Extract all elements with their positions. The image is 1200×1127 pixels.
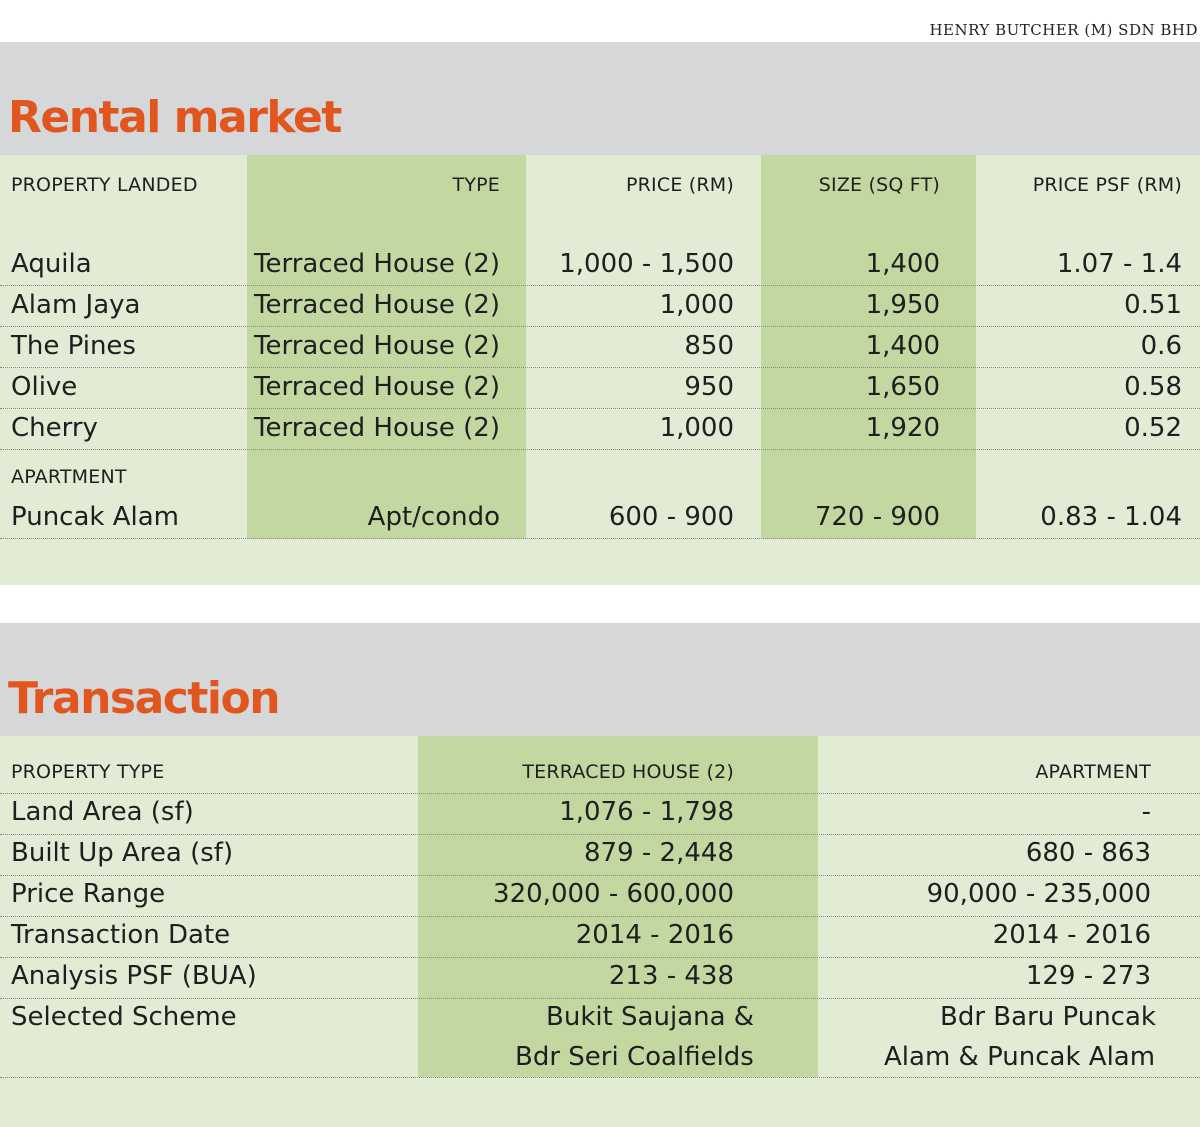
property-price: 1,000: [659, 413, 734, 443]
transaction-title: Transaction: [8, 673, 281, 724]
rental-table: PROPERTY LANDED TYPE PRICE (RM) SIZE (SQ…: [0, 155, 1200, 585]
header-size: SIZE (SQ FT): [818, 174, 940, 196]
terraced-scheme-line-2: Bdr Seri Coalfields: [515, 1042, 754, 1072]
table-row: Price Range 320,000 - 600,000 90,000 - 2…: [0, 876, 1200, 917]
property-size: 1,650: [865, 372, 940, 402]
property-psf: 0.52: [1124, 413, 1182, 443]
property-size: 1,400: [865, 331, 940, 361]
property-psf: 0.6: [1140, 331, 1182, 361]
apartment-value: 680 - 863: [1025, 838, 1151, 868]
property-name: The Pines: [11, 331, 136, 361]
apartment-scheme-line-1: Bdr Baru Puncak: [940, 1002, 1156, 1032]
property-psf: 0.58: [1124, 372, 1182, 402]
table-row: Analysis PSF (BUA) 213 - 438 129 - 273: [0, 958, 1200, 999]
header-type: TYPE: [452, 174, 500, 196]
property-name: Alam Jaya: [11, 290, 141, 320]
table-row: Puncak Alam Apt/condo 600 - 900 720 - 90…: [0, 498, 1200, 539]
apartment-value: 129 - 273: [1025, 961, 1151, 991]
metric-label: Transaction Date: [11, 920, 231, 950]
table-row: Built Up Area (sf) 879 - 2,448 680 - 863: [0, 835, 1200, 876]
rental-title: Rental market: [8, 92, 342, 143]
property-size: 1,920: [865, 413, 940, 443]
property-type: Apt/condo: [367, 502, 500, 532]
table-row: Olive Terraced House (2) 950 1,650 0.58: [0, 368, 1200, 409]
table-row: Cherry Terraced House (2) 1,000 1,920 0.…: [0, 409, 1200, 450]
table-row: Land Area (sf) 1,076 - 1,798 -: [0, 794, 1200, 835]
terraced-scheme-line-1: Bukit Saujana &: [546, 1002, 755, 1032]
metric-label: Analysis PSF (BUA): [11, 961, 257, 991]
metric-label: Land Area (sf): [11, 797, 194, 827]
property-size: 1,950: [865, 290, 940, 320]
header-terraced: TERRACED HOUSE (2): [522, 761, 734, 783]
header-property-type: PROPERTY TYPE: [11, 761, 165, 783]
property-price: 950: [684, 372, 734, 402]
apartment-label: APARTMENT: [11, 466, 127, 488]
apartment-scheme-line-2: Alam & Puncak Alam: [884, 1042, 1156, 1072]
transaction-title-bar: Transaction: [0, 623, 1200, 736]
rental-header-row: PROPERTY LANDED TYPE PRICE (RM) SIZE (SQ…: [0, 155, 1200, 215]
property-psf: 0.83 - 1.04: [1040, 502, 1182, 532]
metric-label: Selected Scheme: [11, 1002, 237, 1032]
property-price: 600 - 900: [608, 502, 734, 532]
table-row: Alam Jaya Terraced House (2) 1,000 1,950…: [0, 286, 1200, 327]
property-price: 1,000 - 1,500: [559, 249, 734, 279]
apartment-value: 90,000 - 235,000: [926, 879, 1151, 909]
header-price-psf: PRICE PSF (RM): [1032, 174, 1182, 196]
table-row: Transaction Date 2014 - 2016 2014 - 2016: [0, 917, 1200, 958]
property-size: 1,400: [865, 249, 940, 279]
apartment-value: -: [1141, 797, 1151, 827]
property-type: Terraced House (2): [254, 331, 500, 361]
table-row: Aquila Terraced House (2) 1,000 - 1,500 …: [0, 245, 1200, 286]
terraced-column-band: [418, 736, 818, 1077]
terraced-value: 2014 - 2016: [575, 920, 734, 950]
property-name: Olive: [11, 372, 78, 402]
table-row: The Pines Terraced House (2) 850 1,400 0…: [0, 327, 1200, 368]
transaction-table: PROPERTY TYPE TERRACED HOUSE (2) APARTME…: [0, 736, 1200, 1127]
size-column-band: [761, 155, 976, 539]
apartment-value: 2014 - 2016: [992, 920, 1151, 950]
header-property-landed: PROPERTY LANDED: [11, 174, 198, 196]
terraced-value: 213 - 438: [608, 961, 734, 991]
metric-label: Built Up Area (sf): [11, 838, 234, 868]
rental-title-bar: Rental market: [0, 42, 1200, 155]
property-name: Aquila: [11, 249, 92, 279]
table-row: Selected Scheme Bukit Saujana & Bdr Seri…: [0, 999, 1200, 1078]
transaction-header-row: PROPERTY TYPE TERRACED HOUSE (2) APARTME…: [0, 736, 1200, 794]
header-apartment: APARTMENT: [1035, 761, 1151, 783]
property-name: Cherry: [11, 413, 98, 443]
property-type: Terraced House (2): [254, 413, 500, 443]
property-psf: 0.51: [1124, 290, 1182, 320]
property-psf: 1.07 - 1.4: [1056, 249, 1182, 279]
property-type: Terraced House (2): [254, 290, 500, 320]
property-name: Puncak Alam: [11, 502, 179, 532]
property-size: 720 - 900: [814, 502, 940, 532]
terraced-value: 879 - 2,448: [584, 838, 734, 868]
property-price: 1,000: [659, 290, 734, 320]
source-credit: HENRY BUTCHER (M) SDN BHD: [929, 21, 1198, 39]
terraced-value: 1,076 - 1,798: [559, 797, 734, 827]
property-type: Terraced House (2): [254, 372, 500, 402]
metric-label: Price Range: [11, 879, 166, 909]
terraced-value: 320,000 - 600,000: [493, 879, 734, 909]
property-type: Terraced House (2): [254, 249, 500, 279]
header-price: PRICE (RM): [626, 174, 734, 196]
type-column-band: [247, 155, 526, 539]
property-price: 850: [684, 331, 734, 361]
